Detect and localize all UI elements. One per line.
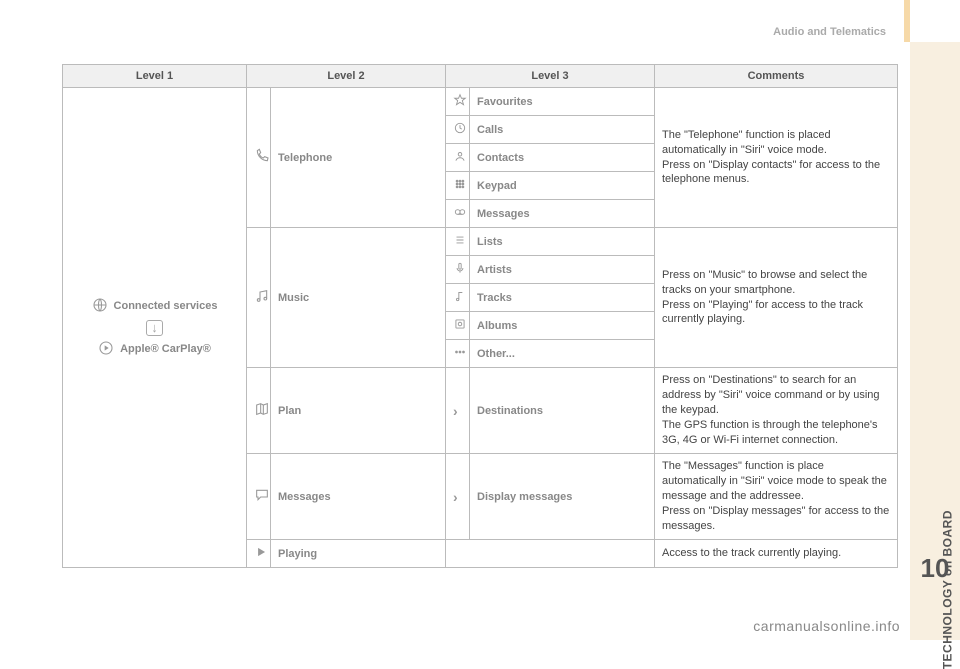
star-icon bbox=[446, 88, 470, 116]
header-level3: Level 3 bbox=[446, 65, 655, 88]
level2-messages: Messages bbox=[271, 454, 446, 540]
level2-music: Music bbox=[271, 228, 446, 368]
level3-destinations: Destinations bbox=[470, 368, 655, 454]
level2-telephone: Telephone bbox=[271, 88, 446, 228]
watermark: carmanualsonline.info bbox=[753, 618, 900, 634]
header-level2: Level 2 bbox=[247, 65, 446, 88]
accent-strip bbox=[904, 0, 910, 42]
play-icon bbox=[247, 540, 271, 568]
comment-plan: Press on "Destinations" to search for an… bbox=[655, 368, 898, 454]
level3-messages: Messages bbox=[470, 200, 655, 228]
table-row: Connected services ↓ Apple® CarPlay® bbox=[63, 88, 898, 116]
album-icon bbox=[446, 312, 470, 340]
level3-favourites: Favourites bbox=[470, 88, 655, 116]
music-icon bbox=[247, 228, 271, 368]
chevron-right-icon: › bbox=[446, 454, 470, 540]
header-comments: Comments bbox=[655, 65, 898, 88]
telephone-icon bbox=[247, 88, 271, 228]
keypad-icon bbox=[446, 172, 470, 200]
level3-tracks: Tracks bbox=[470, 284, 655, 312]
level1-line2: Apple® CarPlay® bbox=[120, 343, 211, 355]
globe-icon bbox=[92, 297, 108, 316]
list-icon bbox=[446, 228, 470, 256]
carplay-icon bbox=[98, 340, 114, 359]
arrow-down-icon: ↓ bbox=[146, 320, 163, 336]
contact-icon bbox=[446, 144, 470, 172]
level1-cell: Connected services ↓ Apple® CarPlay® bbox=[63, 88, 247, 568]
level3-keypad: Keypad bbox=[470, 172, 655, 200]
breadcrumb: Audio and Telematics bbox=[62, 26, 898, 38]
level3-display-messages: Display messages bbox=[470, 454, 655, 540]
comment-messages: The "Messages" function is place automat… bbox=[655, 454, 898, 540]
clock-icon bbox=[446, 116, 470, 144]
voicemail-icon bbox=[446, 200, 470, 228]
sidebar-tab: TECHNOLOGY on BOARD 10 bbox=[910, 42, 960, 640]
comment-music: Press on "Music" to browse and select th… bbox=[655, 228, 898, 368]
more-icon bbox=[446, 340, 470, 368]
menu-table: Level 1 Level 2 Level 3 Comments Connect… bbox=[62, 64, 898, 568]
comment-telephone: The "Telephone" function is placed autom… bbox=[655, 88, 898, 228]
level3-other: Other... bbox=[470, 340, 655, 368]
tab-number: 10 bbox=[910, 553, 960, 584]
mic-icon bbox=[446, 256, 470, 284]
header-level1: Level 1 bbox=[63, 65, 247, 88]
chat-icon bbox=[247, 454, 271, 540]
tab-label: TECHNOLOGY on BOARD bbox=[940, 510, 954, 669]
level3-lists: Lists bbox=[470, 228, 655, 256]
map-icon bbox=[247, 368, 271, 454]
level3-empty bbox=[446, 540, 655, 568]
level3-artists: Artists bbox=[470, 256, 655, 284]
level2-plan: Plan bbox=[271, 368, 446, 454]
level2-playing: Playing bbox=[271, 540, 446, 568]
note-icon bbox=[446, 284, 470, 312]
chevron-right-icon: › bbox=[446, 368, 470, 454]
level3-contacts: Contacts bbox=[470, 144, 655, 172]
table-header-row: Level 1 Level 2 Level 3 Comments bbox=[63, 65, 898, 88]
level3-albums: Albums bbox=[470, 312, 655, 340]
level1-line1: Connected services bbox=[114, 300, 218, 312]
comment-playing: Access to the track currently playing. bbox=[655, 540, 898, 568]
level3-calls: Calls bbox=[470, 116, 655, 144]
page-content: Audio and Telematics Level 1 Level 2 Lev… bbox=[62, 26, 898, 568]
